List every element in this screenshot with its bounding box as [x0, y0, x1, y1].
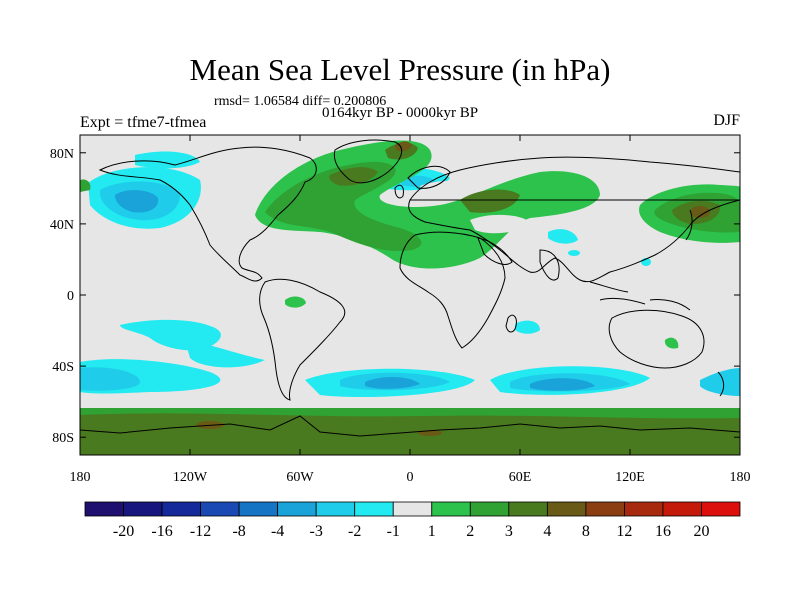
x-tick-label: 120E: [615, 470, 645, 485]
colorbar-swatch: [84, 501, 124, 517]
x-tick-label: 120W: [173, 470, 208, 485]
colorbar-swatch: [392, 501, 433, 517]
colorbar-swatch: [624, 501, 664, 517]
colorbar-label: -4: [271, 523, 284, 540]
colorbar-swatch: [123, 501, 163, 517]
y-tick-label: 0: [67, 289, 74, 304]
north-pacific-negative-cells: [88, 151, 651, 266]
colorbar-swatch: [508, 501, 548, 517]
x-tick-label: 0: [407, 470, 414, 485]
colorbar-swatch: [277, 501, 317, 517]
colorbar-label: -8: [232, 523, 245, 540]
southern-ocean-anomaly-band: [80, 408, 740, 455]
antarctica-coastline: [80, 415, 740, 437]
colorbar-swatch: [701, 501, 741, 517]
colorbar-label: -3: [310, 523, 323, 540]
axis-ticks: 180 120W 60W 0 60E 120E 180 80N 40N 0 40S 80S: [50, 135, 751, 485]
y-tick-label: 40S: [52, 360, 74, 375]
page-title: Mean Sea Level Pressure (in hPa): [189, 52, 611, 87]
y-tick-label: 80N: [50, 147, 74, 162]
colorbar-swatch: [662, 501, 702, 517]
x-tick-label: 60W: [286, 470, 314, 485]
experiment-label: Expt = tfme7-tfmea: [80, 114, 207, 131]
northwest-pacific-positive-cell: [80, 179, 740, 349]
season-label: DJF: [713, 112, 740, 129]
colorbar-label: 12: [616, 523, 632, 540]
colorbar-swatch: [354, 501, 394, 517]
colorbar-swatch: [585, 501, 625, 517]
colorbar-swatch: [431, 501, 471, 517]
colorbar-label: 16: [655, 523, 671, 540]
colorbar-label: 4: [543, 523, 551, 540]
colorbar-label: -12: [190, 523, 211, 540]
colorbar-swatch: [315, 501, 356, 517]
colorbar-label: 8: [582, 523, 590, 540]
colorbar-label: 20: [693, 523, 709, 540]
colorbar-swatch: [469, 501, 510, 517]
x-tick-label: 60E: [509, 470, 532, 485]
colorbar-label: -2: [348, 523, 361, 540]
colorbar-label: -1: [387, 523, 400, 540]
y-tick-label: 80S: [52, 431, 74, 446]
colorbar: -20 -16 -12 -8 -4 -3 -2 -1 1 2 3 4 8 12 16 20: [84, 501, 741, 540]
colorbar-label: 2: [466, 523, 474, 540]
colorbar-swatch: [238, 501, 279, 517]
colorbar-label: 3: [505, 523, 513, 540]
coastlines: [98, 139, 740, 401]
colorbar-label: 1: [428, 523, 436, 540]
period-label: 0164kyr BP - 0000kyr BP: [322, 105, 479, 121]
colorbar-swatch: [200, 501, 240, 517]
rmsd-label: rmsd= 1.06584 diff= 0.200806: [214, 94, 387, 109]
x-tick-label: 180: [730, 470, 751, 485]
colorbar-label: -16: [151, 523, 172, 540]
y-tick-label: 40N: [50, 218, 74, 233]
colorbar-swatch: [546, 501, 587, 517]
colorbar-label: -20: [113, 523, 134, 540]
southern-negative-cells: [80, 319, 740, 398]
x-tick-label: 180: [70, 470, 91, 485]
colorbar-swatch: [161, 501, 201, 517]
